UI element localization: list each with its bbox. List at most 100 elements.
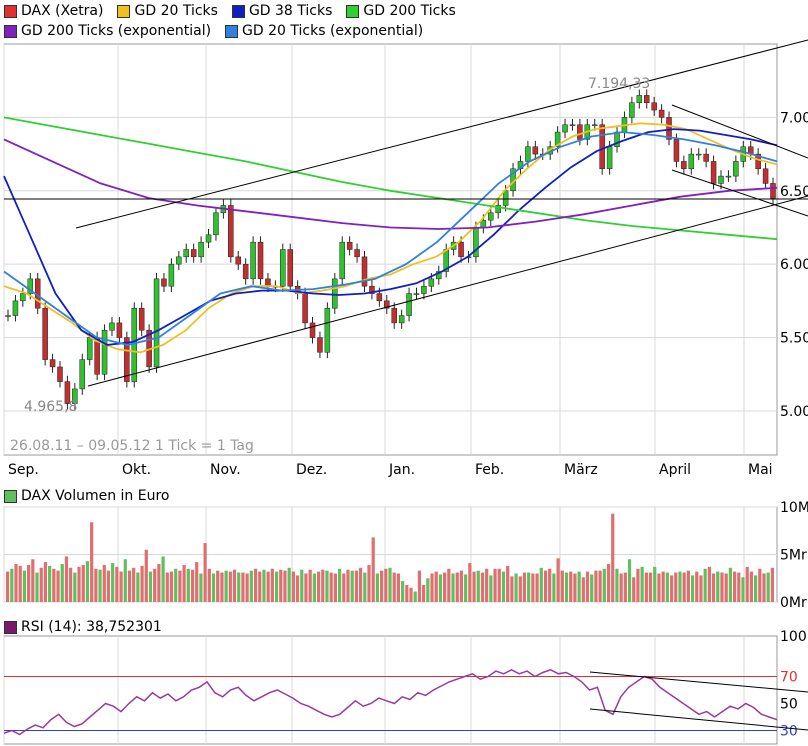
volume-bar <box>468 563 472 602</box>
candle <box>495 205 501 214</box>
candle <box>755 153 761 170</box>
volume-bar <box>94 568 98 602</box>
volume-bar <box>249 570 253 602</box>
volume-bar <box>85 561 90 602</box>
volume-bar <box>228 571 232 602</box>
volume-bar <box>434 571 438 602</box>
volume-bar <box>762 573 766 602</box>
volume-bar <box>510 576 514 602</box>
candle <box>64 381 71 404</box>
legend-item-2: GD 38 Ticks <box>231 3 332 20</box>
candle <box>86 337 93 360</box>
volume-bar <box>396 573 401 602</box>
volume-bar <box>531 573 535 602</box>
volume-bar <box>669 575 674 602</box>
legend-swatch <box>4 25 17 38</box>
legend-label: GD 20 Ticks (exponential) <box>242 23 424 39</box>
ma-line-gd-200-ticks <box>3 116 778 241</box>
volume-bar <box>350 570 354 602</box>
volume-bar <box>703 568 707 602</box>
x-tick-label: März <box>564 462 598 478</box>
volume-bar <box>43 562 48 602</box>
volume-bar <box>195 562 199 602</box>
candle <box>183 249 190 258</box>
candle <box>138 307 145 331</box>
volume-bar <box>354 570 359 602</box>
volume-bar <box>375 573 380 602</box>
candle <box>346 241 353 250</box>
volume-bar <box>657 573 661 602</box>
volume-bar <box>417 570 422 602</box>
volume-bar <box>35 572 39 602</box>
volume-bar <box>6 571 10 602</box>
volume-bar <box>300 569 304 602</box>
volume-y-label: 5Mr <box>780 548 807 564</box>
volume-bar <box>388 567 392 602</box>
volume-bar <box>501 571 506 602</box>
trend-line <box>87 195 808 387</box>
panel-frame-2 <box>3 635 778 745</box>
candle <box>265 278 271 287</box>
candle <box>309 322 316 338</box>
candle <box>599 124 605 170</box>
volume-bar <box>636 568 640 602</box>
volume-bar <box>749 571 754 602</box>
volume-bar <box>379 570 384 602</box>
volume-bar <box>39 567 43 602</box>
volume-bar <box>90 522 94 602</box>
candle <box>250 241 256 280</box>
volume-bar <box>447 568 451 602</box>
legend-item-1: GD 20 Ticks <box>117 3 218 20</box>
candle <box>198 241 204 258</box>
volume-bar <box>598 570 602 602</box>
volume-bar <box>506 565 510 602</box>
x-tick-label: Nov. <box>210 462 241 478</box>
candle <box>161 278 167 287</box>
volume-bar <box>606 564 611 602</box>
panel-frame-0 <box>3 43 778 456</box>
rsi-legend-item-0: RSI (14): 38,752301 <box>4 619 162 636</box>
candle <box>666 117 672 140</box>
volume-bar <box>695 571 699 602</box>
max-label: 7.194,33 <box>588 76 650 92</box>
candle <box>190 249 197 258</box>
candle <box>673 139 680 162</box>
x-tick-label: April <box>659 462 691 478</box>
candle <box>176 256 182 265</box>
volume-bar <box>31 559 35 602</box>
volume-bar <box>60 564 64 602</box>
candle <box>391 307 397 324</box>
volume-bar <box>485 568 489 602</box>
candle <box>57 366 63 382</box>
trend-line <box>671 104 808 159</box>
candle <box>406 293 412 316</box>
candle <box>42 307 48 360</box>
volume-bar <box>27 564 31 602</box>
volume-bar <box>48 565 52 602</box>
candle <box>488 212 494 221</box>
candle <box>688 153 695 170</box>
volume-bar <box>56 570 60 602</box>
volume-bar <box>770 567 775 602</box>
volume-bar <box>270 568 274 602</box>
volume-bar <box>678 571 682 602</box>
volume-bar <box>115 566 119 602</box>
x-tick-label: Feb. <box>475 462 504 478</box>
y-tick-label: 6.50 <box>780 184 808 200</box>
volume-bar <box>585 571 590 602</box>
volume-bar <box>312 573 316 602</box>
volume-bar <box>182 564 186 602</box>
rsi-trend-line <box>589 671 808 693</box>
candle <box>532 146 539 155</box>
candle <box>710 161 717 184</box>
legend-label: GD 200 Ticks <box>363 3 456 19</box>
volume-bar <box>169 571 174 602</box>
volume-bar <box>615 568 619 602</box>
volume-bar <box>707 566 711 602</box>
candle <box>280 249 286 287</box>
volume-bar <box>73 572 77 602</box>
volume-bar <box>455 572 459 602</box>
candle <box>658 109 665 118</box>
rsi-line <box>3 668 778 736</box>
ma-line-gd-200-ticks-exponential- <box>3 138 778 230</box>
